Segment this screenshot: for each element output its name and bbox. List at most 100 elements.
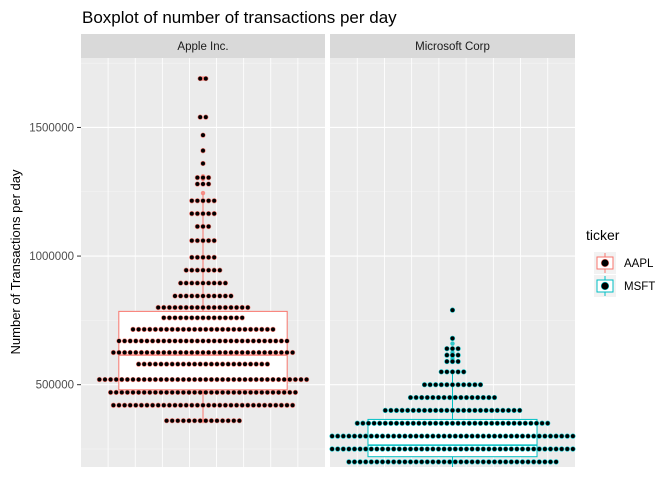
dot [211,211,217,217]
dot [253,389,259,396]
dot [133,349,139,356]
dot [441,459,447,465]
dot [525,459,531,465]
dot [239,349,245,356]
dot [180,326,186,332]
dot [486,446,492,452]
dot [508,446,514,452]
dot [253,361,259,367]
dot [438,382,444,388]
dot [222,304,228,311]
dot [189,304,195,311]
dot [455,352,461,358]
dot [517,407,523,414]
dot [477,420,484,426]
dot [164,418,170,424]
dot [236,326,242,332]
dot [96,376,102,383]
dot [419,459,425,465]
dot [547,459,554,465]
dot [287,389,293,396]
dot [259,361,265,367]
dot [178,315,184,321]
dot [525,433,531,439]
chart-title: Boxplot of number of transactions per da… [82,8,397,27]
dot [259,326,265,332]
dot [245,349,251,356]
dot [480,446,486,452]
dot [189,254,195,260]
dot [447,459,453,465]
dot [438,420,444,426]
dot [200,132,206,138]
dot [180,376,186,383]
dot [522,420,528,426]
dot [116,349,122,356]
dot [290,402,296,408]
dot [183,267,189,273]
dot [427,382,433,388]
dot [351,446,358,452]
dot [147,376,153,383]
dot [206,338,212,344]
facet-panel-aapl: Apple Inc. [81,34,325,467]
dot [553,433,559,439]
dot [292,376,299,383]
dot [121,349,128,356]
dot [200,160,206,167]
dot [206,238,212,244]
dot [413,459,419,465]
dot [178,304,184,311]
dot [357,459,363,465]
dot [116,338,122,344]
dot [491,446,498,452]
dot [178,349,184,356]
dot [150,338,156,344]
facet-strip-label: Microsoft Corp [415,41,490,53]
dot [242,326,248,332]
legend-key-dot [600,281,610,291]
dot [236,418,242,424]
dot [172,293,178,299]
dot [539,420,545,426]
dot [472,382,478,388]
dot [536,459,542,465]
dot [461,382,467,388]
dot [220,389,226,396]
dot [441,446,447,452]
dot [130,326,136,332]
dot [444,346,450,352]
dot [250,338,256,344]
dot [231,361,237,367]
dot [136,376,142,383]
dot [194,402,200,408]
dot [169,361,175,367]
dot [500,420,506,426]
dot [242,361,248,367]
dot [172,338,178,344]
dot [102,376,108,383]
dot [259,376,265,383]
dot [477,382,484,388]
dot [203,418,209,424]
dot [211,254,217,260]
dot [273,338,279,344]
dot [211,338,217,344]
dot [211,267,217,273]
dot [391,433,397,439]
dot [200,293,206,299]
legend-key-aapl: AAPL [594,252,654,274]
facet-panels: Apple Inc. Microsoft Corp [81,34,576,467]
dot [155,304,161,311]
dot [172,315,178,321]
dot [519,433,526,439]
dot [416,420,422,426]
dot [192,326,198,332]
dot [346,459,352,465]
dot [166,304,172,311]
dot [155,349,161,356]
dot [480,394,486,401]
dot [217,267,223,273]
dot [413,446,419,452]
dot [169,326,175,332]
